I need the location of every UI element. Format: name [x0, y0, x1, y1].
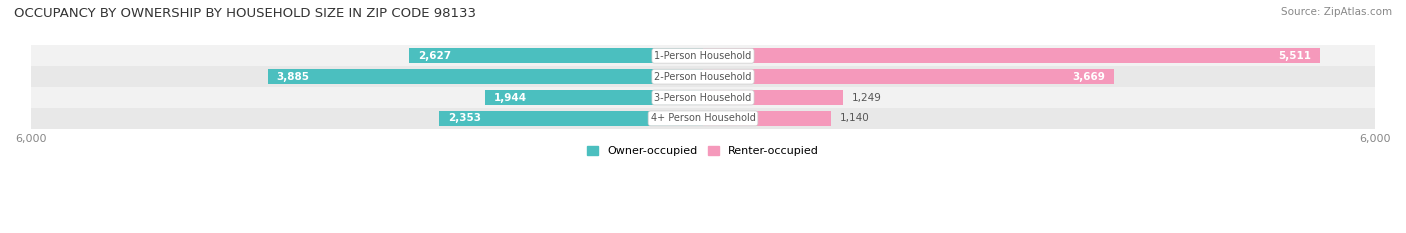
Legend: Owner-occupied, Renter-occupied: Owner-occupied, Renter-occupied [582, 142, 824, 161]
Text: 1-Person Household: 1-Person Household [654, 51, 752, 61]
Text: 4+ Person Household: 4+ Person Household [651, 113, 755, 123]
Text: 3,669: 3,669 [1073, 72, 1105, 82]
Text: 1,249: 1,249 [852, 93, 882, 103]
Bar [409, 48, 703, 63]
Bar [31, 45, 1375, 66]
Text: Source: ZipAtlas.com: Source: ZipAtlas.com [1281, 7, 1392, 17]
Text: 5,511: 5,511 [1278, 51, 1312, 61]
Text: OCCUPANCY BY OWNERSHIP BY HOUSEHOLD SIZE IN ZIP CODE 98133: OCCUPANCY BY OWNERSHIP BY HOUSEHOLD SIZE… [14, 7, 477, 20]
Bar [439, 111, 703, 126]
Text: 1,944: 1,944 [494, 93, 527, 103]
Bar [31, 87, 1375, 108]
Text: 2-Person Household: 2-Person Household [654, 72, 752, 82]
Bar [31, 108, 1375, 129]
Bar [485, 90, 703, 105]
Bar [703, 90, 844, 105]
Bar [703, 48, 1320, 63]
Bar [31, 66, 1375, 87]
Text: 1,140: 1,140 [839, 113, 869, 123]
Bar [703, 69, 1114, 84]
Text: 3,885: 3,885 [277, 72, 309, 82]
Bar [703, 111, 831, 126]
Text: 2,627: 2,627 [418, 51, 451, 61]
Bar [267, 69, 703, 84]
Text: 3-Person Household: 3-Person Household [654, 93, 752, 103]
Text: 2,353: 2,353 [449, 113, 481, 123]
